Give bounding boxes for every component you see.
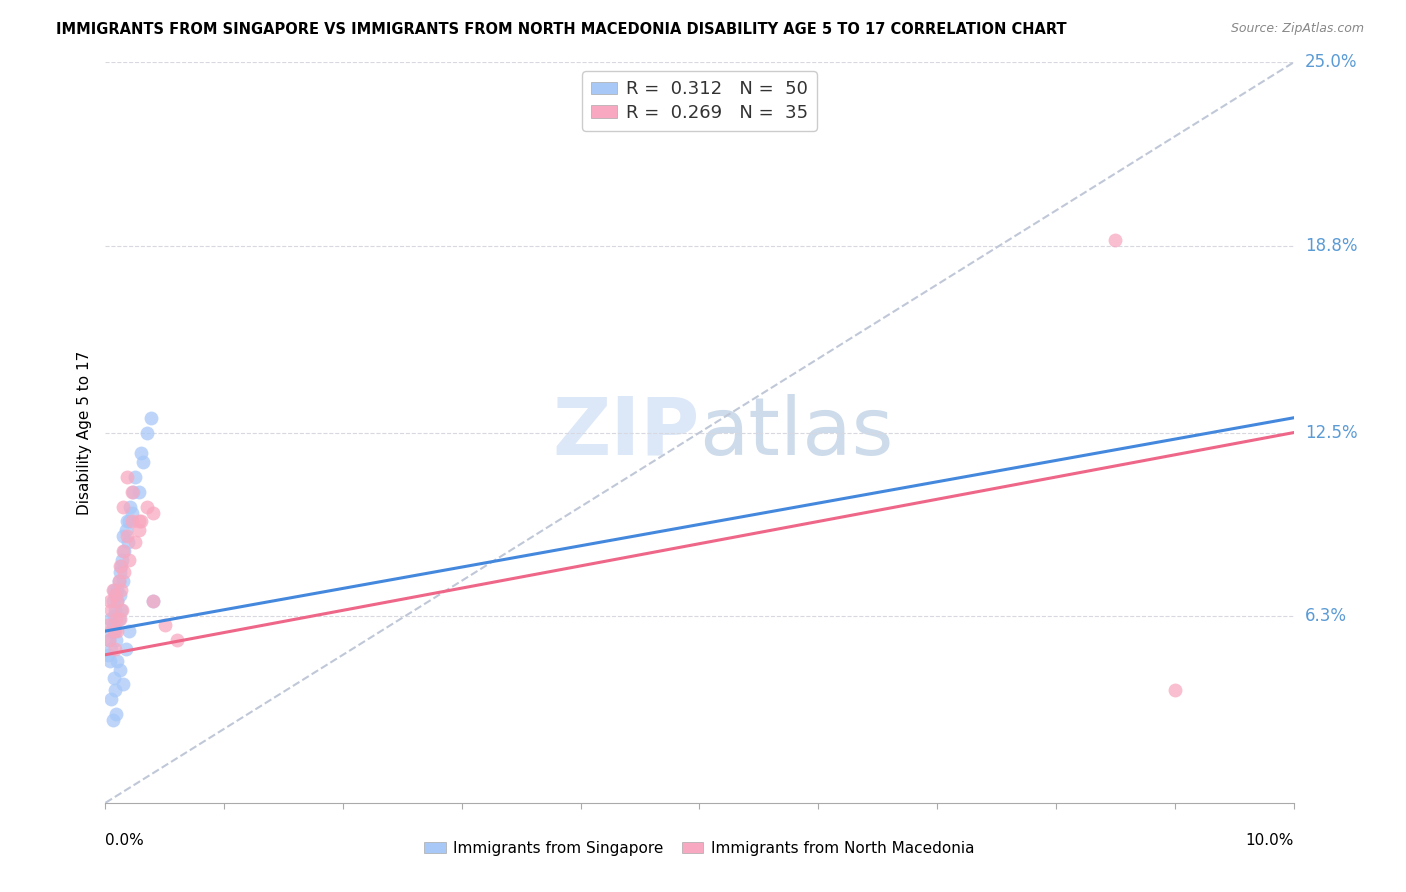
Point [100, 641, 122, 656]
Point [114, 641, 136, 656]
Point [117, 535, 139, 549]
Point [100, 692, 122, 706]
Text: atlas: atlas [700, 393, 894, 472]
Point [108, 565, 131, 579]
Point [120, 500, 142, 514]
Point [139, 410, 162, 425]
Point [112, 677, 135, 691]
Point [98, 632, 121, 647]
Point [112, 500, 135, 514]
Point [128, 524, 150, 538]
Point [114, 565, 136, 579]
Point [142, 594, 165, 608]
Legend: Immigrants from Singapore, Immigrants from North Macedonia: Immigrants from Singapore, Immigrants fr… [418, 835, 981, 862]
Point [108, 663, 131, 677]
Point [104, 589, 127, 603]
Point [110, 558, 132, 573]
Point [121, 484, 143, 499]
Point [101, 582, 124, 597]
Point [129, 446, 152, 460]
Point [121, 506, 143, 520]
Point [114, 544, 136, 558]
Point [112, 529, 135, 543]
Point [142, 594, 165, 608]
Text: 10.0%: 10.0% [1246, 833, 1294, 848]
Point [101, 713, 124, 727]
Point [128, 484, 150, 499]
Point [124, 535, 146, 549]
Point [112, 544, 135, 558]
Point [105, 612, 128, 626]
Point [98, 632, 121, 647]
Text: 12.5%: 12.5% [1305, 424, 1357, 442]
Point [111, 553, 134, 567]
Point [98, 654, 121, 668]
Point [104, 641, 127, 656]
Point [153, 618, 176, 632]
Point [110, 603, 132, 617]
Point [97, 648, 120, 662]
Point [111, 603, 134, 617]
Point [124, 470, 146, 484]
Point [104, 603, 127, 617]
Point [107, 574, 129, 588]
Point [104, 624, 127, 638]
Point [128, 515, 150, 529]
Point [132, 455, 155, 469]
Point [108, 589, 131, 603]
Text: 18.8%: 18.8% [1305, 237, 1357, 255]
Point [100, 603, 122, 617]
Point [98, 594, 121, 608]
Point [101, 594, 124, 608]
Point [1164, 683, 1187, 698]
Text: ZIP: ZIP [553, 393, 700, 472]
Point [103, 582, 125, 597]
Point [118, 553, 141, 567]
Point [105, 582, 128, 597]
Point [108, 612, 131, 626]
Text: 0.0%: 0.0% [105, 833, 145, 848]
Text: 25.0%: 25.0% [1305, 54, 1357, 71]
Point [108, 558, 131, 573]
Point [136, 500, 159, 514]
Point [100, 624, 122, 638]
Point [105, 654, 128, 668]
Text: IMMIGRANTS FROM SINGAPORE VS IMMIGRANTS FROM NORTH MACEDONIA DISABILITY AGE 5 TO: IMMIGRANTS FROM SINGAPORE VS IMMIGRANTS … [56, 22, 1067, 37]
Point [107, 612, 129, 626]
Point [104, 683, 127, 698]
Point [1104, 233, 1126, 247]
Point [136, 425, 159, 440]
Text: 6.3%: 6.3% [1305, 607, 1347, 625]
Point [103, 672, 125, 686]
Point [112, 574, 135, 588]
Point [105, 624, 128, 638]
Point [115, 529, 138, 543]
Point [105, 632, 128, 647]
Point [118, 624, 141, 638]
Point [114, 524, 136, 538]
Point [103, 609, 125, 624]
Point [118, 515, 141, 529]
Point [97, 618, 120, 632]
Point [98, 612, 121, 626]
Point [115, 470, 138, 484]
Point [166, 632, 188, 647]
Point [105, 706, 128, 721]
Point [105, 594, 128, 608]
Point [142, 506, 165, 520]
Point [121, 484, 143, 499]
Point [115, 515, 138, 529]
Point [107, 574, 129, 588]
Point [105, 589, 128, 603]
Y-axis label: Disability Age 5 to 17: Disability Age 5 to 17 [76, 351, 91, 515]
Point [101, 618, 124, 632]
Point [103, 624, 125, 638]
Point [105, 594, 128, 608]
Point [110, 582, 132, 597]
Point [129, 515, 152, 529]
Text: Source: ZipAtlas.com: Source: ZipAtlas.com [1230, 22, 1364, 36]
Point [121, 515, 143, 529]
